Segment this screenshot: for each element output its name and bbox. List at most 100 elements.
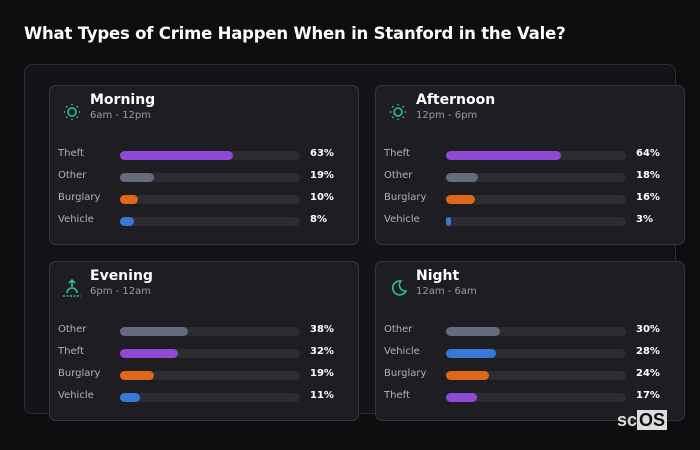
bar-label: Vehicle — [58, 390, 94, 401]
bar-track — [120, 195, 300, 204]
panel-title: Morning — [90, 92, 156, 108]
bar-value-label: 19% — [310, 368, 334, 379]
bar-track — [446, 371, 626, 380]
bar — [120, 173, 155, 182]
bar — [446, 195, 475, 204]
bar-row: Burglary 24% — [384, 368, 674, 382]
bar-label: Other — [384, 324, 413, 335]
bar-value-label: 17% — [636, 390, 660, 401]
bar — [120, 371, 155, 380]
bar-label: Theft — [384, 390, 410, 401]
panel-time-range: 6pm - 12am — [90, 286, 152, 297]
panel-afternoon: Afternoon 12pm - 6pm Theft 64% Other 18%… — [375, 85, 685, 245]
bar-row: Other 18% — [384, 170, 674, 184]
panel-morning: Morning 6am - 12pm Theft 63% Other 19% B… — [49, 85, 359, 245]
bar-label: Other — [58, 324, 87, 335]
bar-track — [446, 327, 626, 336]
bar-row: Theft 63% — [58, 148, 348, 162]
bar-value-label: 8% — [310, 214, 327, 225]
bar — [120, 327, 189, 336]
chart-title: What Types of Crime Happen When in Stanf… — [24, 24, 566, 43]
bar-value-label: 10% — [310, 192, 334, 203]
bar-label: Theft — [58, 346, 84, 357]
bar-row: Vehicle 8% — [58, 214, 348, 228]
panel-title: Night — [416, 268, 460, 284]
bar-label: Burglary — [384, 368, 427, 379]
bar-value-label: 32% — [310, 346, 334, 357]
bar-row: Theft 17% — [384, 390, 674, 404]
bar — [446, 217, 452, 226]
bar-row: Burglary 19% — [58, 368, 348, 382]
bar — [446, 327, 500, 336]
bar-label: Theft — [384, 148, 410, 159]
bar-track — [120, 371, 300, 380]
bar-label: Vehicle — [384, 214, 420, 225]
bar-row: Theft 64% — [384, 148, 674, 162]
bar-value-label: 18% — [636, 170, 660, 181]
bar-value-label: 3% — [636, 214, 653, 225]
panel-night: Night 12am - 6am Other 30% Vehicle 28% B… — [375, 261, 685, 421]
bar-value-label: 11% — [310, 390, 334, 401]
bar-track — [446, 217, 626, 226]
bar-label: Other — [58, 170, 87, 181]
bar — [120, 195, 138, 204]
bar-value-label: 64% — [636, 148, 660, 159]
bar — [446, 349, 497, 358]
bar-row: Burglary 16% — [384, 192, 674, 206]
bar-value-label: 30% — [636, 324, 660, 335]
sun-icon — [62, 102, 82, 122]
bar-row: Other 19% — [58, 170, 348, 184]
bar-track — [446, 151, 626, 160]
bar-label: Other — [384, 170, 413, 181]
bar-track — [120, 349, 300, 358]
bar — [120, 151, 234, 160]
bar-track — [120, 393, 300, 402]
bar-row: Other 38% — [58, 324, 348, 338]
bar-row: Theft 32% — [58, 346, 348, 360]
logo-text-box: OS — [637, 410, 668, 430]
bar — [120, 217, 135, 226]
bar — [446, 151, 562, 160]
bar-row: Vehicle 3% — [384, 214, 674, 228]
bar-label: Theft — [58, 148, 84, 159]
bar-track — [120, 217, 300, 226]
panel-evening: Evening 6pm - 12am Other 38% Theft 32% B… — [49, 261, 359, 421]
bar-label: Vehicle — [58, 214, 94, 225]
bar-label: Burglary — [58, 192, 101, 203]
moon-icon — [388, 278, 408, 298]
panel-time-range: 12pm - 6pm — [416, 110, 478, 121]
bar — [446, 371, 490, 380]
bar — [446, 173, 479, 182]
sun-icon — [388, 102, 408, 122]
bar — [120, 393, 140, 402]
bar-value-label: 16% — [636, 192, 660, 203]
bar-track — [446, 195, 626, 204]
bar-track — [120, 151, 300, 160]
bar-value-label: 63% — [310, 148, 334, 159]
bar-track — [446, 173, 626, 182]
bar-label: Burglary — [58, 368, 101, 379]
bar-row: Burglary 10% — [58, 192, 348, 206]
bar-label: Burglary — [384, 192, 427, 203]
logo: sc OS — [617, 410, 668, 431]
panel-time-range: 6am - 12pm — [90, 110, 152, 121]
panel-title: Evening — [90, 268, 153, 284]
bar-row: Other 30% — [384, 324, 674, 338]
bar-value-label: 28% — [636, 346, 660, 357]
bar — [446, 393, 477, 402]
logo-text: sc — [617, 410, 638, 430]
panel-time-range: 12am - 6am — [416, 286, 477, 297]
bar-track — [120, 327, 300, 336]
panel-title: Afternoon — [416, 92, 496, 108]
bar — [120, 349, 178, 358]
sunset-icon — [62, 278, 82, 298]
bar-value-label: 24% — [636, 368, 660, 379]
bar-value-label: 38% — [310, 324, 334, 335]
bar-row: Vehicle 11% — [58, 390, 348, 404]
bar-track — [446, 393, 626, 402]
bar-track — [120, 173, 300, 182]
bar-row: Vehicle 28% — [384, 346, 674, 360]
bar-track — [446, 349, 626, 358]
bar-label: Vehicle — [384, 346, 420, 357]
bar-value-label: 19% — [310, 170, 334, 181]
